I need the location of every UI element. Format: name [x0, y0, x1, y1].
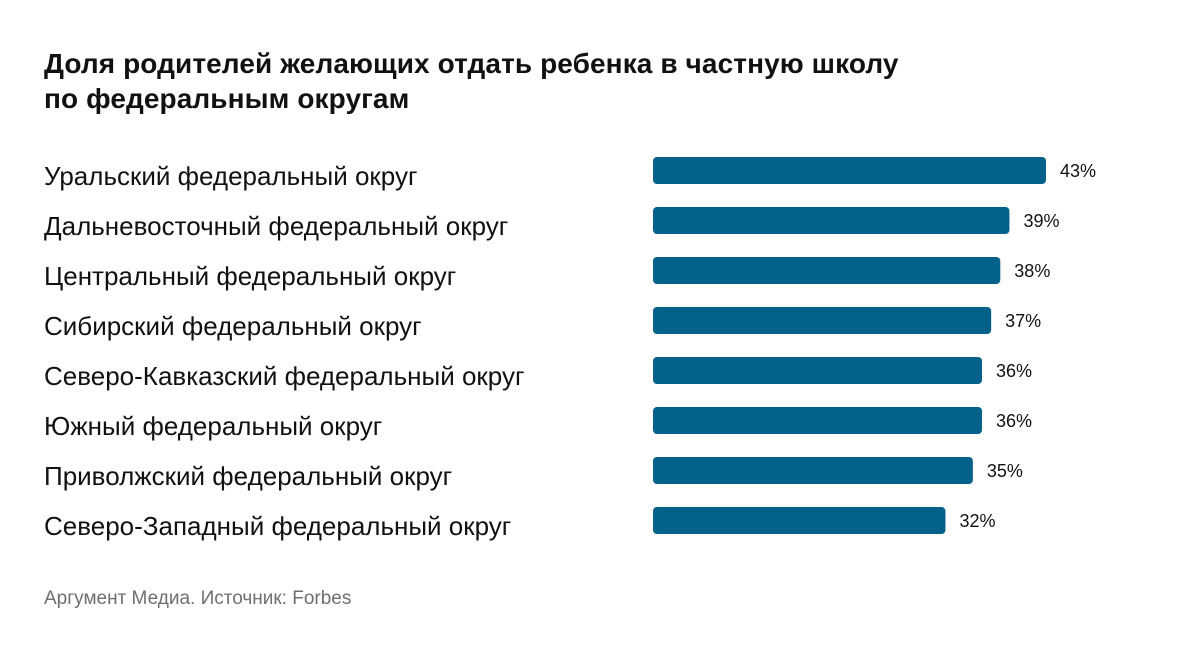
category-label: Уральский федеральный округ — [44, 161, 417, 191]
bar — [653, 157, 1046, 184]
category-label: Северо-Западный федеральный округ — [44, 511, 511, 541]
value-label: 39% — [1023, 211, 1059, 231]
bar — [653, 507, 946, 534]
chart-title: Доля родителей желающих отдать ребенка в… — [44, 46, 1144, 116]
chart-title-line-2: по федеральным округам — [44, 83, 410, 114]
value-label: 37% — [1005, 311, 1041, 331]
value-label: 43% — [1060, 161, 1096, 181]
value-label: 35% — [987, 461, 1023, 481]
bar — [653, 407, 983, 434]
bar — [653, 357, 983, 384]
category-label: Центральный федеральный округ — [44, 261, 456, 291]
value-label: 36% — [996, 361, 1032, 381]
bar — [653, 257, 1001, 284]
value-label: 32% — [959, 511, 995, 531]
category-label: Северо-Кавказский федеральный округ — [44, 361, 524, 391]
category-label: Дальневосточный федеральный округ — [44, 211, 508, 241]
category-label: Сибирский федеральный округ — [44, 311, 422, 341]
bar — [653, 457, 973, 484]
source-note: Аргумент Медиа. Источник: Forbes — [44, 588, 352, 609]
chart-title-line-1: Доля родителей желающих отдать ребенка в… — [44, 48, 899, 79]
bar — [653, 307, 992, 334]
bar — [653, 207, 1010, 234]
value-label: 36% — [996, 411, 1032, 431]
category-label: Приволжский федеральный округ — [44, 461, 452, 491]
value-label: 38% — [1014, 261, 1050, 281]
category-label: Южный федеральный округ — [44, 411, 382, 441]
